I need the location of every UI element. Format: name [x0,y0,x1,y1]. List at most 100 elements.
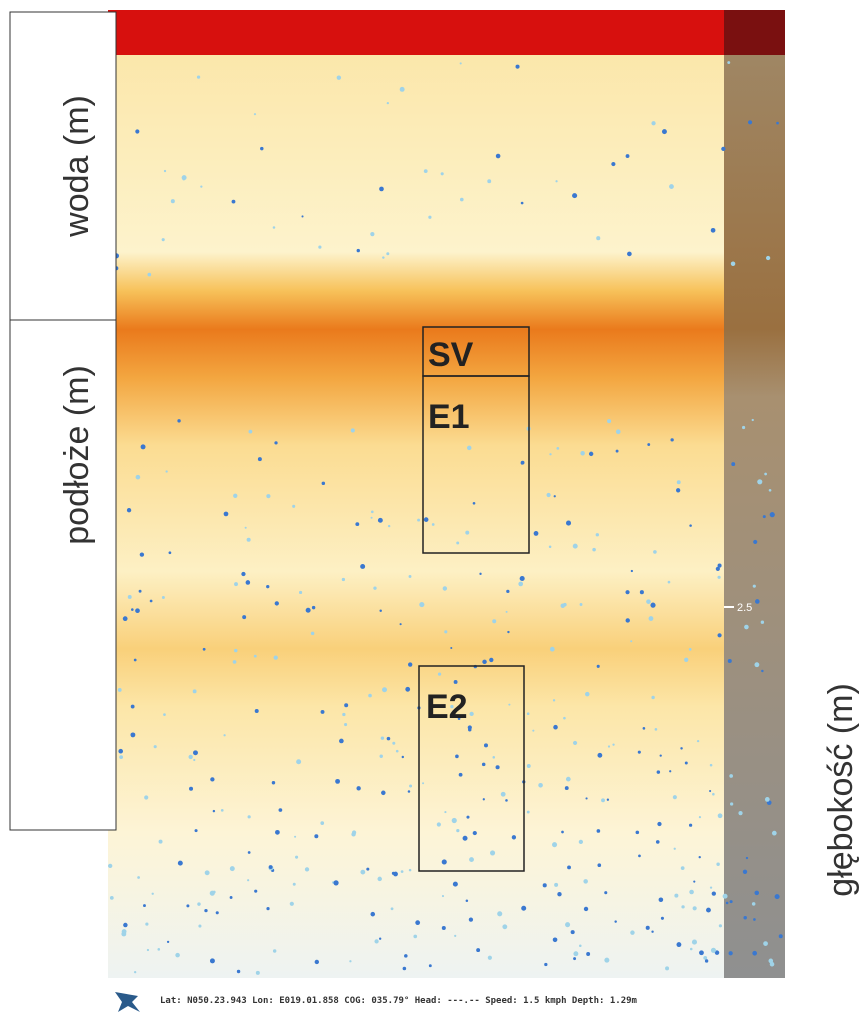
noise-dot [753,918,756,921]
noise-dot [459,62,462,65]
noise-dot [135,129,140,134]
noise-dot [699,950,704,956]
noise-dot [377,517,383,523]
noise-dot [368,693,372,698]
noise-dot [718,924,722,928]
status-key: Lat: [160,996,182,1006]
noise-dot [247,815,251,819]
noise-dot [204,908,208,913]
noise-dot [274,601,279,606]
noise-dot [401,755,405,759]
noise-dot [479,572,482,576]
noise-dot [408,868,412,872]
noise-dot [674,893,679,898]
noise-dot [360,563,366,569]
noise-dot [399,623,402,626]
noise-dot [482,659,487,665]
noise-dot [638,854,641,858]
noise-dot [442,586,448,591]
noise-dot [715,566,720,571]
noise-dot [607,745,611,748]
noise-dot [563,716,566,720]
noise-dot [153,745,157,749]
noise-dot [356,248,360,253]
depth-strip [724,10,785,978]
noise-dot [544,962,548,967]
substrate-box [9,319,117,831]
noise-dot [665,966,670,971]
noise-dot [428,215,432,219]
status-key: COG: [344,996,366,1006]
noise-dot [163,169,167,173]
noise-dot [336,75,342,80]
noise-dot [684,657,689,662]
e1-box [422,375,530,554]
noise-dot [278,808,283,812]
noise-dot [614,920,617,923]
noise-dot [198,924,202,928]
noise-dot [703,955,708,960]
noise-dot [585,691,590,697]
noise-dot [596,664,600,668]
noise-dot [684,761,688,765]
noise-dot [409,784,413,788]
noise-dot [381,790,386,796]
noise-dot [680,747,683,750]
noise-dot [138,589,142,593]
noise-dot [748,120,753,125]
noise-dot [254,889,258,893]
noise-dot [519,575,525,582]
noise-dot [422,782,425,785]
noise-dot [378,937,382,940]
noise-dot [757,479,763,485]
noise-dot [163,713,166,716]
noise-dot [341,577,346,582]
noise-dot [572,543,578,549]
noise-dot [722,893,728,899]
noise-dot [630,640,633,643]
noise-dot [606,798,610,801]
noise-dot [344,723,348,727]
noise-dot [487,179,492,184]
noise-dot [596,236,601,241]
noise-dot [778,934,783,939]
noise-dot [144,795,149,800]
noise-dot [481,762,486,767]
noise-dot [738,810,743,816]
noise-dot [763,941,768,946]
noise-dot [146,948,150,952]
water-box [9,11,117,321]
noise-dot [698,855,701,859]
noise-dot [465,530,470,535]
noise-dot [151,892,154,895]
noise-dot [374,939,379,944]
noise-dot [635,830,640,835]
noise-dot [567,865,571,870]
noise-dot [133,970,137,974]
noise-dot [580,451,585,456]
noise-dot [444,810,447,814]
noise-dot [387,524,391,528]
noise-dot [121,931,127,937]
noise-dot [533,531,539,536]
noise-dot [552,937,558,943]
noise-dot [318,245,322,249]
noise-dot [193,758,196,762]
noise-dot [149,599,153,603]
noise-dot [355,522,360,527]
noise-dot [166,940,170,944]
noise-dot [391,871,395,875]
noise-dot [630,930,635,935]
noise-dot [751,902,756,906]
noise-dot [751,418,754,422]
noise-dot [360,869,366,875]
noise-dot [182,177,186,181]
noise-dot [672,795,677,800]
noise-dot [716,862,720,866]
noise-dot [454,934,457,937]
noise-dot [452,881,458,887]
noise-dot [407,790,411,793]
noise-dot [492,756,496,759]
noise-dot [413,934,418,939]
noise-dot [731,462,736,467]
